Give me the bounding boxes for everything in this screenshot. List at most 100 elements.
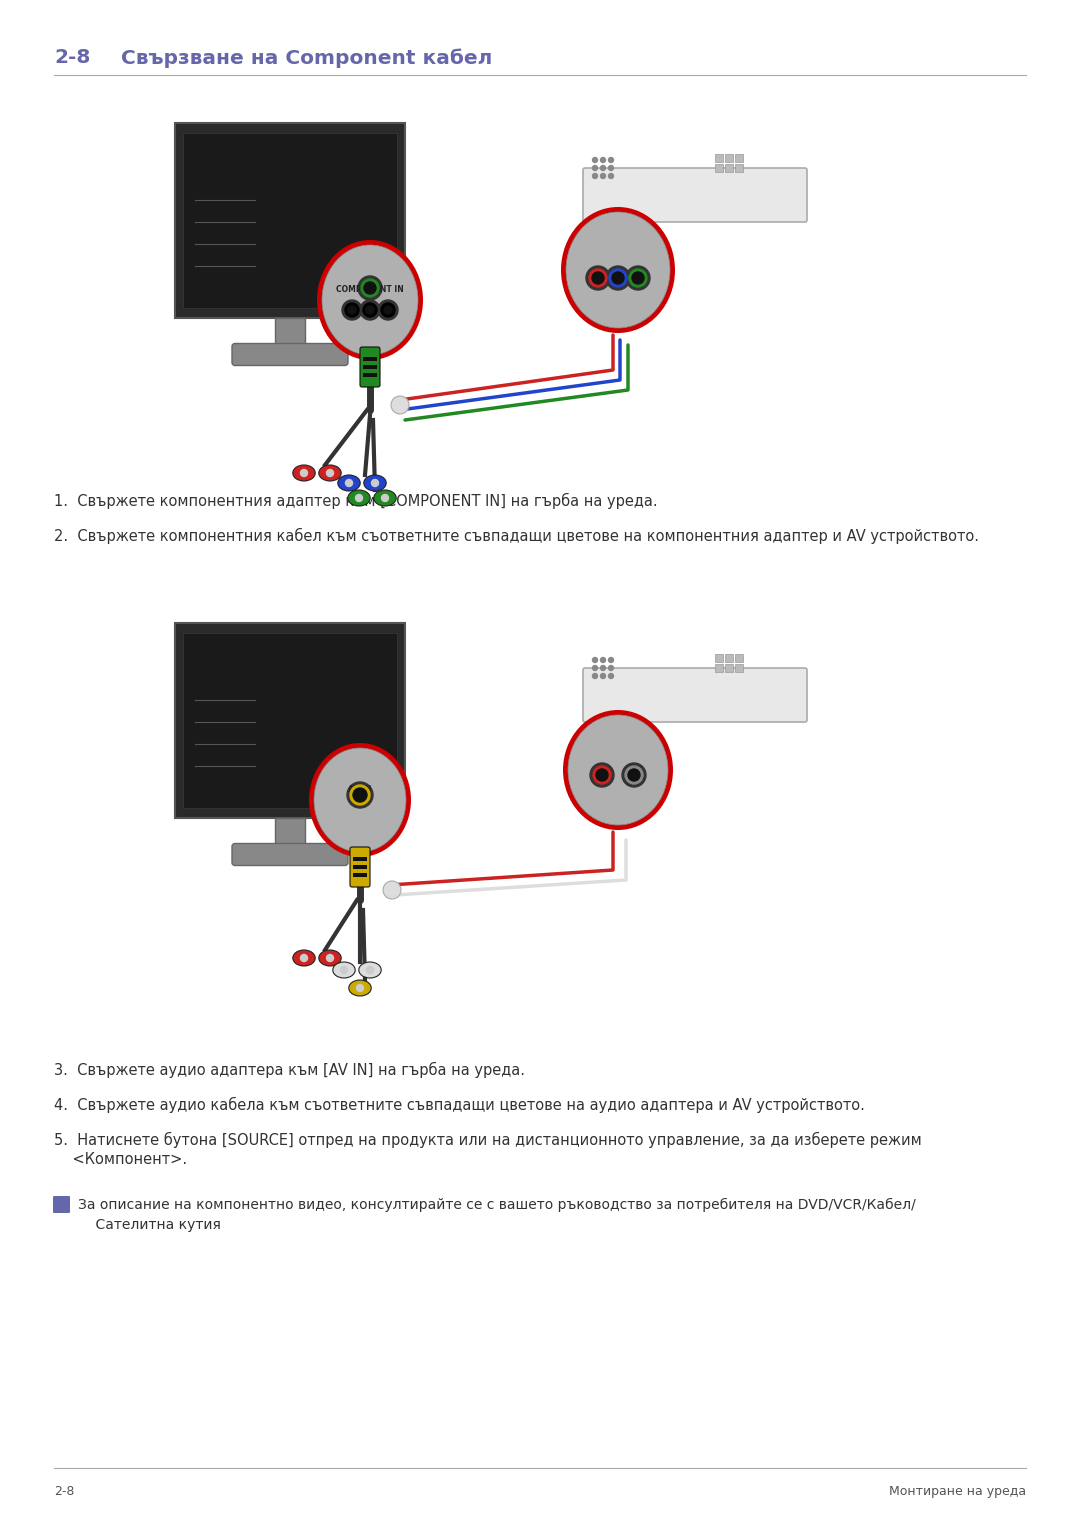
- Text: COMPONENT IN: COMPONENT IN: [336, 286, 404, 295]
- FancyBboxPatch shape: [183, 632, 397, 808]
- FancyBboxPatch shape: [350, 847, 370, 887]
- Ellipse shape: [568, 715, 669, 825]
- Bar: [363, 373, 377, 377]
- Circle shape: [626, 266, 650, 290]
- Circle shape: [350, 785, 370, 805]
- Bar: [353, 857, 367, 861]
- Circle shape: [608, 165, 613, 171]
- Circle shape: [383, 881, 401, 899]
- Circle shape: [632, 272, 644, 284]
- Text: 3.  Свържете аудио адаптера към [AV IN] на гърба на уреда.: 3. Свържете аудио адаптера към [AV IN] н…: [54, 1061, 525, 1078]
- Circle shape: [593, 157, 597, 162]
- Ellipse shape: [364, 475, 387, 492]
- Ellipse shape: [348, 490, 370, 505]
- Circle shape: [353, 788, 367, 802]
- Circle shape: [589, 269, 607, 287]
- Circle shape: [608, 658, 613, 663]
- Circle shape: [348, 305, 356, 315]
- Circle shape: [629, 269, 647, 287]
- Ellipse shape: [374, 490, 396, 505]
- Ellipse shape: [561, 208, 675, 333]
- Circle shape: [593, 673, 597, 678]
- Ellipse shape: [322, 244, 418, 354]
- Bar: [735, 654, 743, 663]
- Text: Свързване на Component кабел: Свързване на Component кабел: [100, 47, 492, 67]
- Text: За описание на компонентно видео, консултирайте се с вашето ръководство за потре: За описание на компонентно видео, консул…: [78, 1199, 916, 1212]
- Bar: [715, 154, 723, 162]
- Ellipse shape: [563, 710, 673, 831]
- Circle shape: [384, 305, 392, 315]
- Bar: [735, 154, 743, 162]
- Bar: [725, 664, 733, 672]
- FancyBboxPatch shape: [53, 1196, 70, 1212]
- Circle shape: [600, 658, 606, 663]
- Circle shape: [606, 266, 630, 290]
- Text: Монтиране на уреда: Монтиране на уреда: [889, 1484, 1026, 1498]
- Ellipse shape: [359, 962, 381, 977]
- Circle shape: [622, 764, 646, 786]
- Text: AV IN: AV IN: [349, 785, 372, 794]
- Bar: [275, 817, 305, 847]
- Circle shape: [608, 157, 613, 162]
- Circle shape: [600, 666, 606, 670]
- Circle shape: [593, 174, 597, 179]
- Circle shape: [586, 266, 610, 290]
- Circle shape: [340, 967, 348, 974]
- Text: 2-8: 2-8: [54, 1484, 75, 1498]
- Circle shape: [608, 666, 613, 670]
- Circle shape: [366, 305, 374, 315]
- Circle shape: [366, 967, 374, 974]
- Ellipse shape: [293, 466, 315, 481]
- Bar: [363, 357, 377, 360]
- Circle shape: [300, 954, 308, 962]
- Bar: [725, 154, 733, 162]
- FancyBboxPatch shape: [583, 667, 807, 722]
- Circle shape: [608, 673, 613, 678]
- Circle shape: [600, 165, 606, 171]
- Circle shape: [326, 469, 334, 476]
- Bar: [715, 654, 723, 663]
- FancyBboxPatch shape: [232, 344, 348, 365]
- Text: 5.  Натиснете бутона [SOURCE] отпред на продукта или на дистанционното управлени: 5. Натиснете бутона [SOURCE] отпред на п…: [54, 1132, 921, 1148]
- Circle shape: [612, 272, 624, 284]
- Bar: [715, 163, 723, 173]
- Text: 2.  Свържете компонентния кабел към съответните съвпадащи цветове на компонентни: 2. Свържете компонентния кабел към съотв…: [54, 528, 978, 544]
- Circle shape: [593, 658, 597, 663]
- Ellipse shape: [314, 748, 406, 852]
- Circle shape: [596, 770, 608, 780]
- Circle shape: [625, 767, 643, 783]
- Bar: [275, 318, 305, 348]
- Ellipse shape: [309, 744, 411, 857]
- Text: 1.  Свържете компонентния адаптер към [COMPONENT IN] на гърба на уреда.: 1. Свържете компонентния адаптер към [CO…: [54, 493, 658, 508]
- FancyBboxPatch shape: [232, 843, 348, 866]
- Bar: [735, 163, 743, 173]
- FancyBboxPatch shape: [175, 623, 405, 817]
- Circle shape: [360, 299, 380, 321]
- Circle shape: [590, 764, 615, 786]
- Circle shape: [608, 174, 613, 179]
- Circle shape: [378, 299, 399, 321]
- Circle shape: [363, 302, 377, 318]
- Circle shape: [346, 479, 352, 487]
- Bar: [353, 864, 367, 869]
- Bar: [725, 654, 733, 663]
- Circle shape: [326, 954, 334, 962]
- Ellipse shape: [566, 212, 670, 328]
- Circle shape: [372, 479, 378, 487]
- Circle shape: [364, 282, 376, 295]
- Circle shape: [593, 666, 597, 670]
- Circle shape: [391, 395, 409, 414]
- Circle shape: [600, 174, 606, 179]
- Ellipse shape: [333, 962, 355, 977]
- Text: 2-8: 2-8: [54, 47, 91, 67]
- Circle shape: [381, 302, 395, 318]
- FancyBboxPatch shape: [175, 122, 405, 318]
- Circle shape: [609, 269, 627, 287]
- Text: Сателитна кутия: Сателитна кутия: [78, 1219, 221, 1232]
- Circle shape: [593, 767, 611, 783]
- Text: <Компонент>.: <Компонент>.: [54, 1151, 187, 1167]
- Ellipse shape: [319, 950, 341, 967]
- Circle shape: [600, 157, 606, 162]
- Circle shape: [300, 469, 308, 476]
- Ellipse shape: [319, 466, 341, 481]
